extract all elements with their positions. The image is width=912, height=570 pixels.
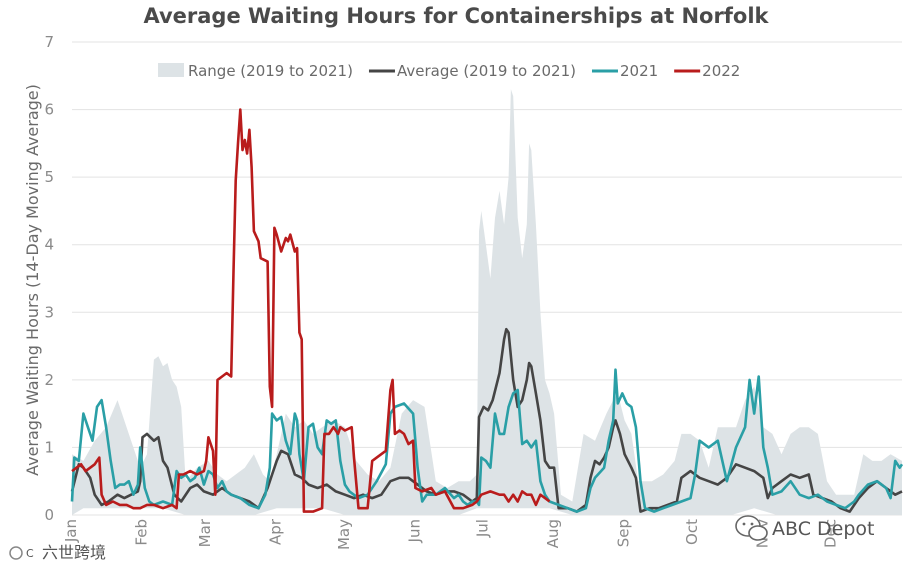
x-axis-ticks: JanFebMarAprMayJunJulAugSepOctNovDec [62,518,840,550]
y-tick-label: 6 [44,101,54,119]
watermark-right-text: ABC Depot [772,518,874,540]
legend-item: Range (2019 to 2021) [158,62,353,80]
series-2022-line [71,108,551,513]
legend-item: Average (2019 to 2021) [368,62,576,80]
series-2021-line [70,368,904,513]
watermark-left-mark: C [26,547,34,560]
y-tick-label: 1 [44,438,54,456]
range-band-layer [72,89,902,516]
x-tick-label: May [335,519,353,550]
chart-title: Average Waiting Hours for Containerships… [143,4,769,28]
legend: Range (2019 to 2021) Average (2019 to 202… [158,62,740,80]
y-tick-label: 0 [44,506,54,524]
x-tick-label: Aug [544,519,562,548]
y-axis-ticks: 0 1 2 3 4 5 6 7 [44,33,54,524]
x-tick-label: Oct [683,519,701,545]
x-tick-label: Sep [615,519,633,547]
legend-item: 2022 [674,62,740,80]
legend-label: Range (2019 to 2021) [188,62,353,80]
x-tick-label: Mar [196,518,214,547]
y-tick-label: 7 [44,33,54,51]
series-range-band [72,89,902,516]
x-tick-label: Jun [405,519,423,543]
watermark-left-text: 六世跨境 [42,543,106,562]
legend-swatch [158,63,184,77]
y-axis-title: Average Waiting Hours (14-Day Moving Ave… [23,84,42,476]
x-tick-label: Apr [267,518,285,545]
watermark: C 六世跨境 ABC Depot [9,515,874,562]
series-average-line [70,327,903,513]
y-tick-label: 2 [44,371,54,389]
x-tick-label: Dec [822,519,840,548]
legend-label: 2022 [702,62,740,80]
legend-item: 2021 [591,62,658,80]
legend-label: 2021 [620,62,658,80]
legend-label: Average (2019 to 2021) [397,62,576,80]
x-tick-label: Feb [132,519,150,546]
series-lines-layer [70,108,904,513]
watermark-logo-icon [9,546,23,560]
y-tick-label: 5 [44,168,54,186]
y-tick-label: 4 [44,236,54,254]
x-tick-label: Jan [62,519,80,543]
x-tick-label: Jul [474,519,492,538]
y-tick-label: 3 [44,303,54,321]
wechat-icon [735,515,768,541]
